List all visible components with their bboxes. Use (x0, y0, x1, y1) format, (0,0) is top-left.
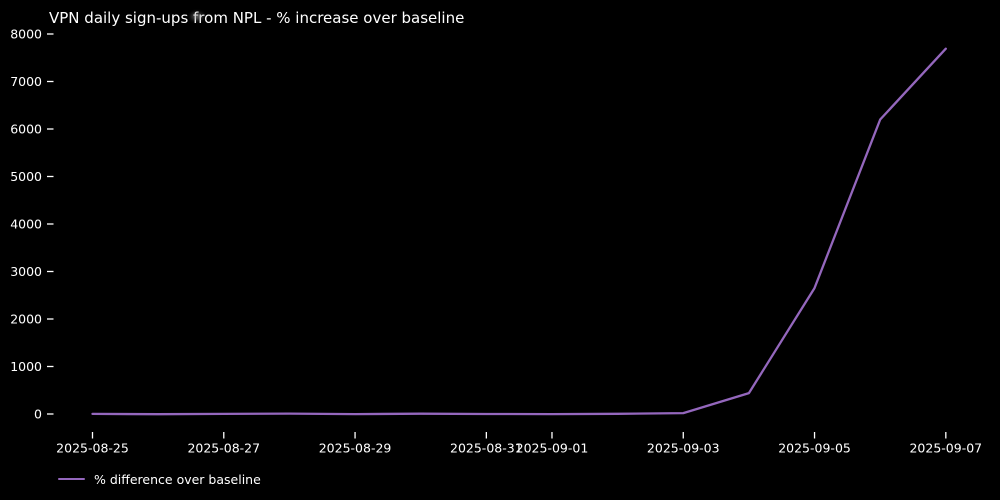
x-tick-label: 2025-08-27 (187, 441, 260, 456)
x-tick-label: 2025-08-25 (56, 441, 129, 456)
y-tick-label: 5000 (10, 169, 42, 184)
y-tick-label: 1000 (10, 359, 42, 374)
y-tick-label: 6000 (10, 121, 42, 136)
x-tick-label: 2025-09-05 (778, 441, 851, 456)
y-tick-label: 3000 (10, 264, 42, 279)
legend-label: % difference over baseline (94, 471, 261, 487)
y-tick-label: 7000 (10, 74, 42, 89)
chart-title: VPN daily sign-ups from NPL - % increase… (49, 9, 465, 27)
legend-line-swatch (58, 477, 85, 481)
y-tick-label: 2000 (10, 311, 42, 326)
legend: % difference over baseline (58, 470, 261, 488)
y-tick-label: 8000 (10, 26, 42, 41)
x-tick-label: 2025-08-31 (450, 441, 523, 456)
data-series-line (91, 47, 947, 416)
x-tick-label: 2025-08-29 (319, 441, 392, 456)
y-tick-label: 4000 (10, 216, 42, 231)
x-tick-label: 2025-09-01 (516, 441, 589, 456)
x-tick-label: 2025-09-03 (647, 441, 720, 456)
x-tick-label: 2025-09-07 (909, 441, 982, 456)
y-tick-label: 0 (34, 406, 42, 421)
